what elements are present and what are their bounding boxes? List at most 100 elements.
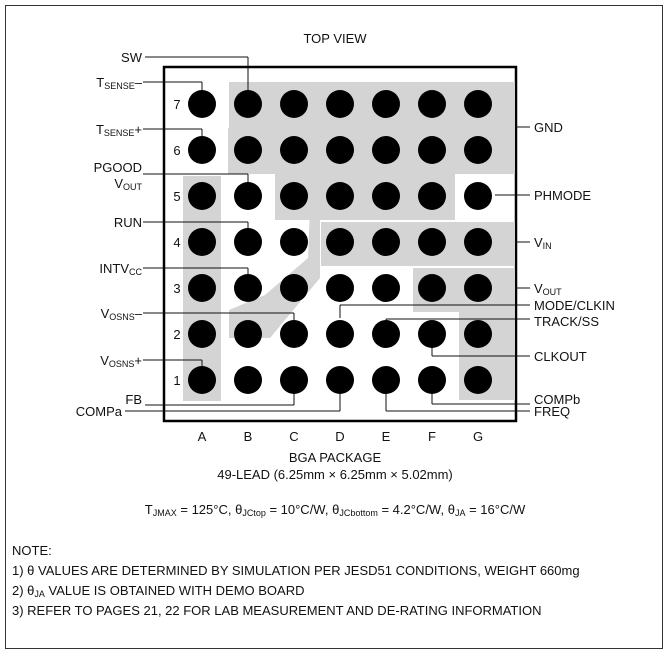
row-5 [188, 182, 492, 210]
ball-a5 [188, 182, 216, 210]
note-1: 1) θ VALUES ARE DETERMINED BY SIMULATION… [12, 563, 580, 578]
row-label-7: 7 [173, 97, 180, 112]
pin-label-tsense-plus: TSENSE+ [96, 122, 142, 138]
ball-d4 [326, 228, 354, 256]
ball-g2 [464, 320, 492, 348]
leader-lines [125, 56, 530, 412]
ball-e4 [372, 228, 400, 256]
pin-label-intvcc: INTVCC [99, 261, 142, 277]
thermal-specs: TJMAX = 125°C, θJCtop = 10°C/W, θJCbotto… [144, 502, 526, 518]
ball-a3 [188, 274, 216, 302]
note-2: 2) θJA VALUE IS OBTAINED WITH DEMO BOARD [12, 583, 305, 599]
row-labels: 7 6 5 4 3 2 1 [173, 97, 180, 388]
pin-label-tsense-minus: TSENSE– [96, 75, 142, 91]
ball-e2 [372, 320, 400, 348]
pin-label-pgood: PGOOD [94, 160, 142, 175]
package-name: BGA PACKAGE [288, 450, 382, 465]
pin-label-vout: VOUT [114, 176, 142, 192]
column-labels: A B C D E F G [198, 429, 483, 444]
row-1 [188, 366, 492, 394]
ball-e3 [372, 274, 400, 302]
pin-label-fb: FB [125, 392, 142, 407]
ball-b7 [234, 90, 262, 118]
ball-b5 [234, 182, 262, 210]
col-label-c: C [289, 429, 298, 444]
package-leads: 49-LEAD (6.25mm × 6.25mm × 5.02mm) [217, 467, 453, 482]
ball-f1 [418, 366, 446, 394]
ball-c3 [280, 274, 308, 302]
ball-g6 [464, 136, 492, 164]
ball-g1 [464, 366, 492, 394]
col-label-a: A [198, 429, 207, 444]
pin-label-vout-right: VOUT [534, 281, 562, 297]
ball-g4 [464, 228, 492, 256]
top-view-title: TOP VIEW [303, 31, 367, 46]
left-pin-labels: SW TSENSE– TSENSE+ PGOOD VOUT RUN INTVCC… [76, 50, 143, 419]
row-7 [188, 90, 492, 118]
ball-c4 [280, 228, 308, 256]
note-heading: NOTE: [12, 543, 52, 558]
right-pin-labels: GND PHMODE VIN VOUT MODE/CLKIN TRACK/SS … [534, 120, 615, 419]
ball-d5 [326, 182, 354, 210]
ball-f3 [418, 274, 446, 302]
note-3: 3) REFER TO PAGES 21, 22 FOR LAB MEASURE… [12, 603, 542, 618]
ball-f4 [418, 228, 446, 256]
pin-label-phmode: PHMODE [534, 188, 591, 203]
ball-b4 [234, 228, 262, 256]
row-3 [188, 274, 492, 302]
ball-c1 [280, 366, 308, 394]
pin-label-vin: VIN [534, 235, 552, 251]
ball-f7 [418, 90, 446, 118]
ball-g5 [464, 182, 492, 210]
row-label-4: 4 [173, 235, 180, 250]
ball-a2 [188, 320, 216, 348]
row-label-3: 3 [173, 281, 180, 296]
row-label-1: 1 [173, 373, 180, 388]
pin-label-compb: COMPb [534, 392, 580, 407]
ball-a1 [188, 366, 216, 394]
ball-f5 [418, 182, 446, 210]
ball-f6 [418, 136, 446, 164]
ball-c5 [280, 182, 308, 210]
pin-label-run: RUN [114, 215, 142, 230]
ball-grid [188, 90, 492, 394]
pin-label-mode-clkin: MODE/CLKIN [534, 298, 615, 313]
ball-f2 [418, 320, 446, 348]
col-label-b: B [244, 429, 253, 444]
row-label-5: 5 [173, 189, 180, 204]
row-label-6: 6 [173, 143, 180, 158]
ball-a6 [188, 136, 216, 164]
ball-b1 [234, 366, 262, 394]
diagram-frame [5, 5, 663, 649]
row-label-2: 2 [173, 327, 180, 342]
pin-label-vosns-plus: VOSNS+ [100, 353, 142, 369]
row-6 [188, 136, 492, 164]
ball-d7 [326, 90, 354, 118]
ball-a7 [188, 90, 216, 118]
col-label-f: F [428, 429, 436, 444]
row-2 [188, 320, 492, 348]
pin-label-gnd: GND [534, 120, 563, 135]
ball-e1 [372, 366, 400, 394]
ball-d2 [326, 320, 354, 348]
ball-g7 [464, 90, 492, 118]
ball-d3 [326, 274, 354, 302]
ball-b3 [234, 274, 262, 302]
pin-label-track-ss: TRACK/SS [534, 314, 599, 329]
ball-e5 [372, 182, 400, 210]
pin-label-compa: COMPa [76, 404, 123, 419]
ball-c2 [280, 320, 308, 348]
ball-b6 [234, 136, 262, 164]
ball-e7 [372, 90, 400, 118]
ball-e6 [372, 136, 400, 164]
col-label-d: D [335, 429, 344, 444]
pin-label-clkout: CLKOUT [534, 349, 587, 364]
ball-c7 [280, 90, 308, 118]
ball-b2 [234, 320, 262, 348]
ball-g3 [464, 274, 492, 302]
ball-a4 [188, 228, 216, 256]
ball-d6 [326, 136, 354, 164]
pin-label-sw: SW [121, 50, 143, 65]
row-4 [188, 228, 492, 256]
